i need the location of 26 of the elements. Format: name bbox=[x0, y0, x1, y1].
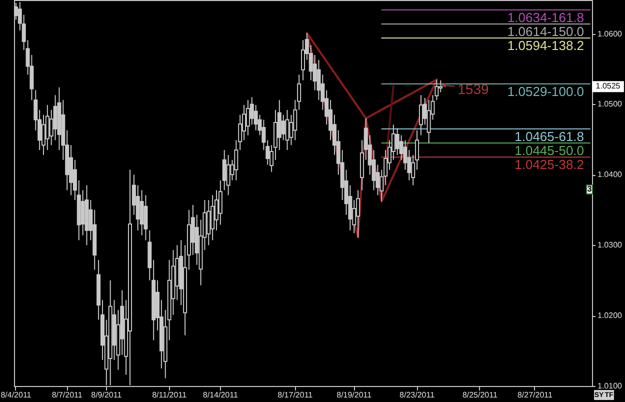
series-label: 1.0529-100.0 bbox=[507, 84, 584, 99]
y-tick-label: 1.0400 bbox=[598, 170, 623, 180]
annotation: 1.0525 bbox=[596, 82, 621, 91]
x-tick-label: 8/7/2011 bbox=[52, 390, 83, 400]
x-tick-label: 8/23/2011 bbox=[400, 390, 436, 400]
y-tick-label: 1.0200 bbox=[598, 311, 623, 320]
y-tick-label: 1.0300 bbox=[598, 240, 623, 250]
x-tick-label: 8/14/2011 bbox=[202, 390, 238, 400]
annotation: 1539 bbox=[458, 81, 489, 98]
series-label: 1.0594-138.2 bbox=[507, 38, 584, 54]
x-tick-label: 8/11/2011 bbox=[152, 390, 188, 400]
x-tick-label: 8/17/2011 bbox=[278, 390, 314, 400]
x-tick-label: 8/4/2011 bbox=[0, 390, 32, 400]
x-tick-label: 8/9/2011 bbox=[91, 390, 122, 400]
y-tick-label: 1.0500 bbox=[598, 100, 623, 109]
y-tick-label: 1.0600 bbox=[598, 29, 623, 38]
series-label: 1.0425-38.2 bbox=[514, 157, 584, 172]
x-tick-label: 8/27/2011 bbox=[517, 390, 554, 400]
annotation: 3 bbox=[587, 184, 592, 194]
series-label: 1.0445-50.0 bbox=[514, 142, 584, 158]
series-label: 1.0634-161.8 bbox=[507, 10, 584, 25]
x-tick-label: 8/25/2011 bbox=[462, 390, 498, 400]
series-label: 1.0614-150.0 bbox=[507, 24, 584, 39]
series-label: 1.0465-61.8 bbox=[514, 128, 584, 144]
x-tick-label: 8/19/2011 bbox=[336, 390, 372, 400]
y-tick-label: 1.0100 bbox=[598, 382, 623, 390]
